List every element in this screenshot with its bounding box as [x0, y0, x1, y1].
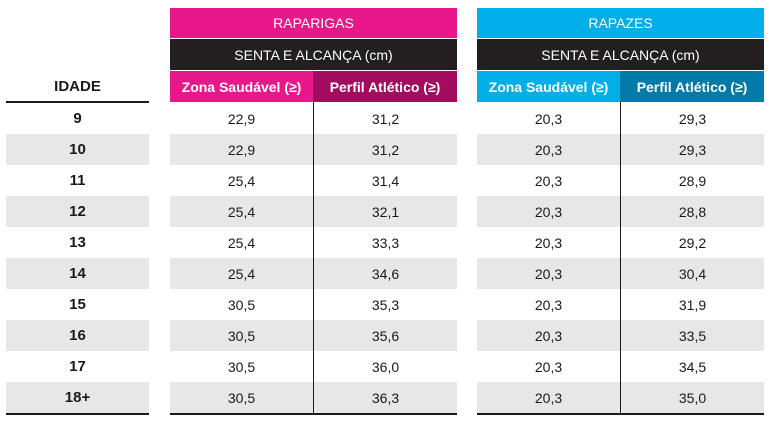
idade-bottom-rule	[6, 413, 149, 415]
boys-zona-cell: 20,3	[534, 110, 563, 127]
boys-zona-cell: 20,3	[534, 172, 563, 189]
girls-zona-cell: 25,4	[227, 203, 256, 220]
idade-header-underline	[6, 101, 149, 103]
girls-perfil-cell: 33,3	[371, 234, 400, 251]
girls-bottom-rule	[170, 413, 457, 415]
row-shade	[6, 320, 149, 351]
girls-test-subtitle: SENTA E ALCANÇA (cm)	[170, 39, 457, 70]
boys-zona-cell: 20,3	[534, 203, 563, 220]
row-shade	[6, 258, 149, 289]
boys-zona-cell: 20,3	[534, 389, 563, 406]
table-row: 13 25,4 33,3 20,3 29,2	[0, 227, 771, 258]
table-row: 10 22,9 31,2 20,3 29,3	[0, 134, 771, 165]
row-shade	[6, 134, 149, 165]
age-cell: 14	[69, 265, 86, 282]
age-cell: 10	[69, 141, 86, 158]
girls-perfil-cell: 36,3	[371, 389, 400, 406]
boys-zona-cell: 20,3	[534, 265, 563, 282]
table-row: 9 22,9 31,2 20,3 29,3	[0, 103, 771, 134]
girls-zona-cell: 25,4	[227, 234, 256, 251]
age-cell: 12	[69, 203, 86, 220]
boys-perfil-cell: 29,3	[678, 110, 707, 127]
table-row: 15 30,5 35,3 20,3 31,9	[0, 289, 771, 320]
age-cell: 18+	[64, 389, 91, 406]
boys-zona-cell: 20,3	[534, 234, 563, 251]
girls-zona-cell: 25,4	[227, 265, 256, 282]
girls-column-headers: Zona Saudável (≥) Perfil Atlético (≥)	[170, 71, 457, 102]
boys-zona-cell: 20,3	[534, 296, 563, 313]
boys-perfil-cell: 28,9	[678, 172, 707, 189]
boys-zona-cell: 20,3	[534, 141, 563, 158]
girls-perfil-cell: 35,6	[371, 327, 400, 344]
girls-column-divider	[313, 102, 314, 413]
boys-perfil-cell: 33,5	[678, 327, 707, 344]
girls-perfil-cell: 31,4	[371, 172, 400, 189]
girls-zona-cell: 30,5	[227, 389, 256, 406]
table-row: 18+ 30,5 36,3 20,3 35,0	[0, 382, 771, 413]
girls-perfil-cell: 32,1	[371, 203, 400, 220]
girls-zona-cell: 22,9	[227, 141, 256, 158]
table-row: 17 30,5 36,0 20,3 34,5	[0, 351, 771, 382]
table-body: 9 22,9 31,2 20,3 29,3 10 22,9 31,2 20,3 29,3 11 25,…	[0, 103, 771, 413]
boys-column-divider	[620, 102, 621, 413]
girls-perfil-cell: 36,0	[371, 358, 400, 375]
row-shade	[6, 196, 149, 227]
boys-column-headers: Zona Saudável (≥) Perfil Atlético (≥)	[477, 71, 764, 102]
boys-perfil-atletico-header: Perfil Atlético (≥)	[620, 71, 764, 102]
boys-zona-cell: 20,3	[534, 327, 563, 344]
age-cell: 17	[69, 358, 86, 375]
row-shade	[6, 382, 149, 413]
girls-perfil-cell: 34,6	[371, 265, 400, 282]
girls-zona-cell: 30,5	[227, 296, 256, 313]
girls-perfil-cell: 31,2	[371, 141, 400, 158]
boys-perfil-cell: 29,2	[678, 234, 707, 251]
age-cell: 9	[73, 110, 82, 127]
table-row: 14 25,4 34,6 20,3 30,4	[0, 258, 771, 289]
boys-perfil-cell: 35,0	[678, 389, 707, 406]
table-row: 12 25,4 32,1 20,3 28,8	[0, 196, 771, 227]
girls-perfil-cell: 31,2	[371, 110, 400, 127]
table-row: 16 30,5 35,6 20,3 33,5	[0, 320, 771, 351]
age-cell: 15	[69, 296, 86, 313]
boys-perfil-cell: 34,5	[678, 358, 707, 375]
girls-zona-cell: 25,4	[227, 172, 256, 189]
boys-perfil-cell: 29,3	[678, 141, 707, 158]
idade-column-header: IDADE	[54, 78, 101, 95]
girls-perfil-cell: 35,3	[371, 296, 400, 313]
girls-zona-cell: 22,9	[227, 110, 256, 127]
boys-perfil-cell: 28,8	[678, 203, 707, 220]
boys-perfil-cell: 31,9	[678, 296, 707, 313]
boys-test-subtitle: SENTA E ALCANÇA (cm)	[477, 39, 764, 70]
boys-zona-cell: 20,3	[534, 358, 563, 375]
age-cell: 13	[69, 234, 86, 251]
age-cell: 16	[69, 327, 86, 344]
boys-perfil-cell: 30,4	[678, 265, 707, 282]
girls-zona-saudavel-header: Zona Saudável (≥)	[170, 71, 313, 102]
age-cell: 11	[69, 172, 86, 189]
girls-group-title: RAPARIGAS	[170, 8, 457, 38]
girls-zona-cell: 30,5	[227, 327, 256, 344]
girls-perfil-atletico-header: Perfil Atlético (≥)	[313, 71, 457, 102]
girls-zona-cell: 30,5	[227, 358, 256, 375]
boys-zona-saudavel-header: Zona Saudável (≥)	[477, 71, 620, 102]
boys-group-title: RAPAZES	[477, 8, 764, 38]
table-row: 11 25,4 31,4 20,3 28,9	[0, 165, 771, 196]
boys-bottom-rule	[477, 413, 764, 415]
